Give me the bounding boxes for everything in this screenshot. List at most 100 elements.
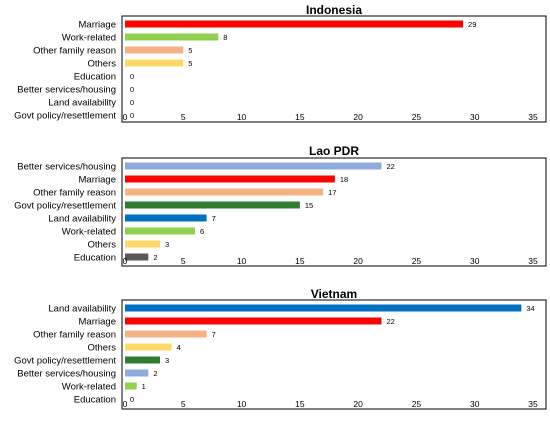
category-label-govt-policy-resettlement: Govt policy/resettlement (14, 356, 116, 367)
x-tick-label: 0 (123, 256, 128, 266)
x-tick-label: 30 (470, 112, 480, 122)
x-tick-label: 5 (181, 112, 186, 122)
x-tick-label: 15 (295, 256, 305, 266)
x-tick-label: 20 (353, 399, 363, 409)
category-label-work-related: Work-related (62, 33, 116, 44)
data-label-better-services-housing: 0 (130, 85, 134, 94)
x-tick-label: 15 (295, 399, 305, 409)
bar-other-family-reason (125, 188, 324, 196)
bar-education (125, 253, 149, 261)
category-label-land-availability: Land availability (48, 304, 116, 315)
data-label-land-availability: 0 (130, 98, 134, 107)
x-tick-label: 10 (237, 112, 247, 122)
x-tick-label: 25 (412, 399, 422, 409)
bar-other-family-reason (125, 330, 207, 338)
data-label-others: 4 (177, 343, 181, 352)
category-label-land-availability: Land availability (48, 98, 116, 109)
bar-work-related (125, 227, 195, 235)
category-label-education: Education (74, 395, 116, 406)
bar-work-related (125, 33, 219, 41)
data-label-marriage: 18 (340, 175, 348, 184)
category-label-other-family-reason: Other family reason (33, 46, 116, 57)
data-label-better-services-housing: 22 (386, 162, 394, 171)
category-label-marriage: Marriage (79, 175, 117, 186)
category-label-govt-policy-resettlement: Govt policy/resettlement (14, 201, 116, 212)
panel-vietnam: Vietnam Land availability 34 Marriage 22 Othe… (14, 287, 547, 410)
x-tick-label: 35 (528, 399, 538, 409)
bar-land-availability (125, 214, 207, 222)
panel-lao-pdr: Lao PDR Better services/housing 22 Marriage… (14, 144, 547, 267)
category-label-education: Education (74, 253, 116, 264)
data-label-others: 3 (165, 240, 169, 249)
plot-frame (121, 299, 547, 410)
bar-better-services-housing (125, 162, 382, 170)
x-tick-label: 15 (295, 112, 305, 122)
x-tick-label: 5 (181, 256, 186, 266)
bar-marriage (125, 175, 335, 183)
data-label-land-availability: 7 (212, 214, 216, 223)
x-tick-label: 35 (528, 256, 538, 266)
plot-frame (121, 157, 547, 267)
data-label-work-related: 1 (142, 382, 146, 391)
bar-others (125, 343, 172, 351)
category-label-better-services-housing: Better services/housing (17, 162, 116, 173)
category-label-others: Others (87, 59, 116, 70)
plot-frame (121, 15, 547, 123)
bar-others (125, 59, 184, 67)
x-tick-label: 25 (412, 112, 422, 122)
data-label-others: 5 (188, 59, 192, 68)
x-tick-label: 10 (237, 399, 247, 409)
data-label-govt-policy-resettlement: 15 (305, 201, 313, 210)
category-label-better-services-housing: Better services/housing (17, 369, 116, 380)
x-tick-label: 30 (470, 399, 480, 409)
bar-better-services-housing (125, 369, 149, 377)
data-label-marriage: 29 (468, 20, 476, 29)
data-label-govt-policy-resettlement: 0 (130, 111, 134, 120)
category-label-marriage: Marriage (79, 20, 117, 31)
category-label-work-related: Work-related (62, 382, 116, 393)
chart-title: Indonesia (306, 3, 362, 17)
chart-title: Vietnam (311, 287, 357, 301)
bar-marriage (125, 317, 382, 325)
x-tick-label: 30 (470, 256, 480, 266)
category-label-other-family-reason: Other family reason (33, 188, 116, 199)
data-label-education: 2 (153, 253, 157, 262)
chart-title: Lao PDR (309, 144, 359, 158)
data-label-work-related: 6 (200, 227, 204, 236)
x-tick-label: 5 (181, 399, 186, 409)
category-label-other-family-reason: Other family reason (33, 330, 116, 341)
data-label-better-services-housing: 2 (153, 369, 157, 378)
category-label-better-services-housing: Better services/housing (17, 85, 116, 96)
data-label-marriage: 22 (386, 317, 394, 326)
data-label-education: 0 (130, 395, 134, 404)
data-label-education: 0 (130, 72, 134, 81)
data-label-work-related: 8 (223, 33, 227, 42)
panel-indonesia: Indonesia Marriage 29 Work-related 8 Other fa… (14, 3, 547, 123)
category-label-work-related: Work-related (62, 227, 116, 238)
x-tick-label: 0 (123, 112, 128, 122)
data-label-other-family-reason: 17 (328, 188, 336, 197)
category-label-others: Others (87, 343, 116, 354)
bar-others (125, 240, 160, 248)
bar-land-availability (125, 304, 522, 312)
category-label-land-availability: Land availability (48, 214, 116, 225)
x-tick-label: 0 (123, 399, 128, 409)
x-tick-label: 35 (528, 112, 538, 122)
category-label-govt-policy-resettlement: Govt policy/resettlement (14, 111, 116, 122)
category-label-marriage: Marriage (79, 317, 117, 328)
x-tick-label: 10 (237, 256, 247, 266)
bar-govt-policy-resettlement (125, 356, 160, 364)
x-tick-label: 20 (353, 112, 363, 122)
x-tick-label: 20 (353, 256, 363, 266)
data-label-other-family-reason: 5 (188, 46, 192, 55)
category-label-education: Education (74, 72, 116, 83)
bar-govt-policy-resettlement (125, 201, 300, 209)
bar-other-family-reason (125, 46, 184, 54)
x-tick-label: 25 (412, 256, 422, 266)
bar-work-related (125, 382, 137, 390)
data-label-other-family-reason: 7 (212, 330, 216, 339)
bar-marriage (125, 20, 464, 28)
category-label-others: Others (87, 240, 116, 251)
data-label-govt-policy-resettlement: 3 (165, 356, 169, 365)
data-label-land-availability: 34 (526, 304, 534, 313)
